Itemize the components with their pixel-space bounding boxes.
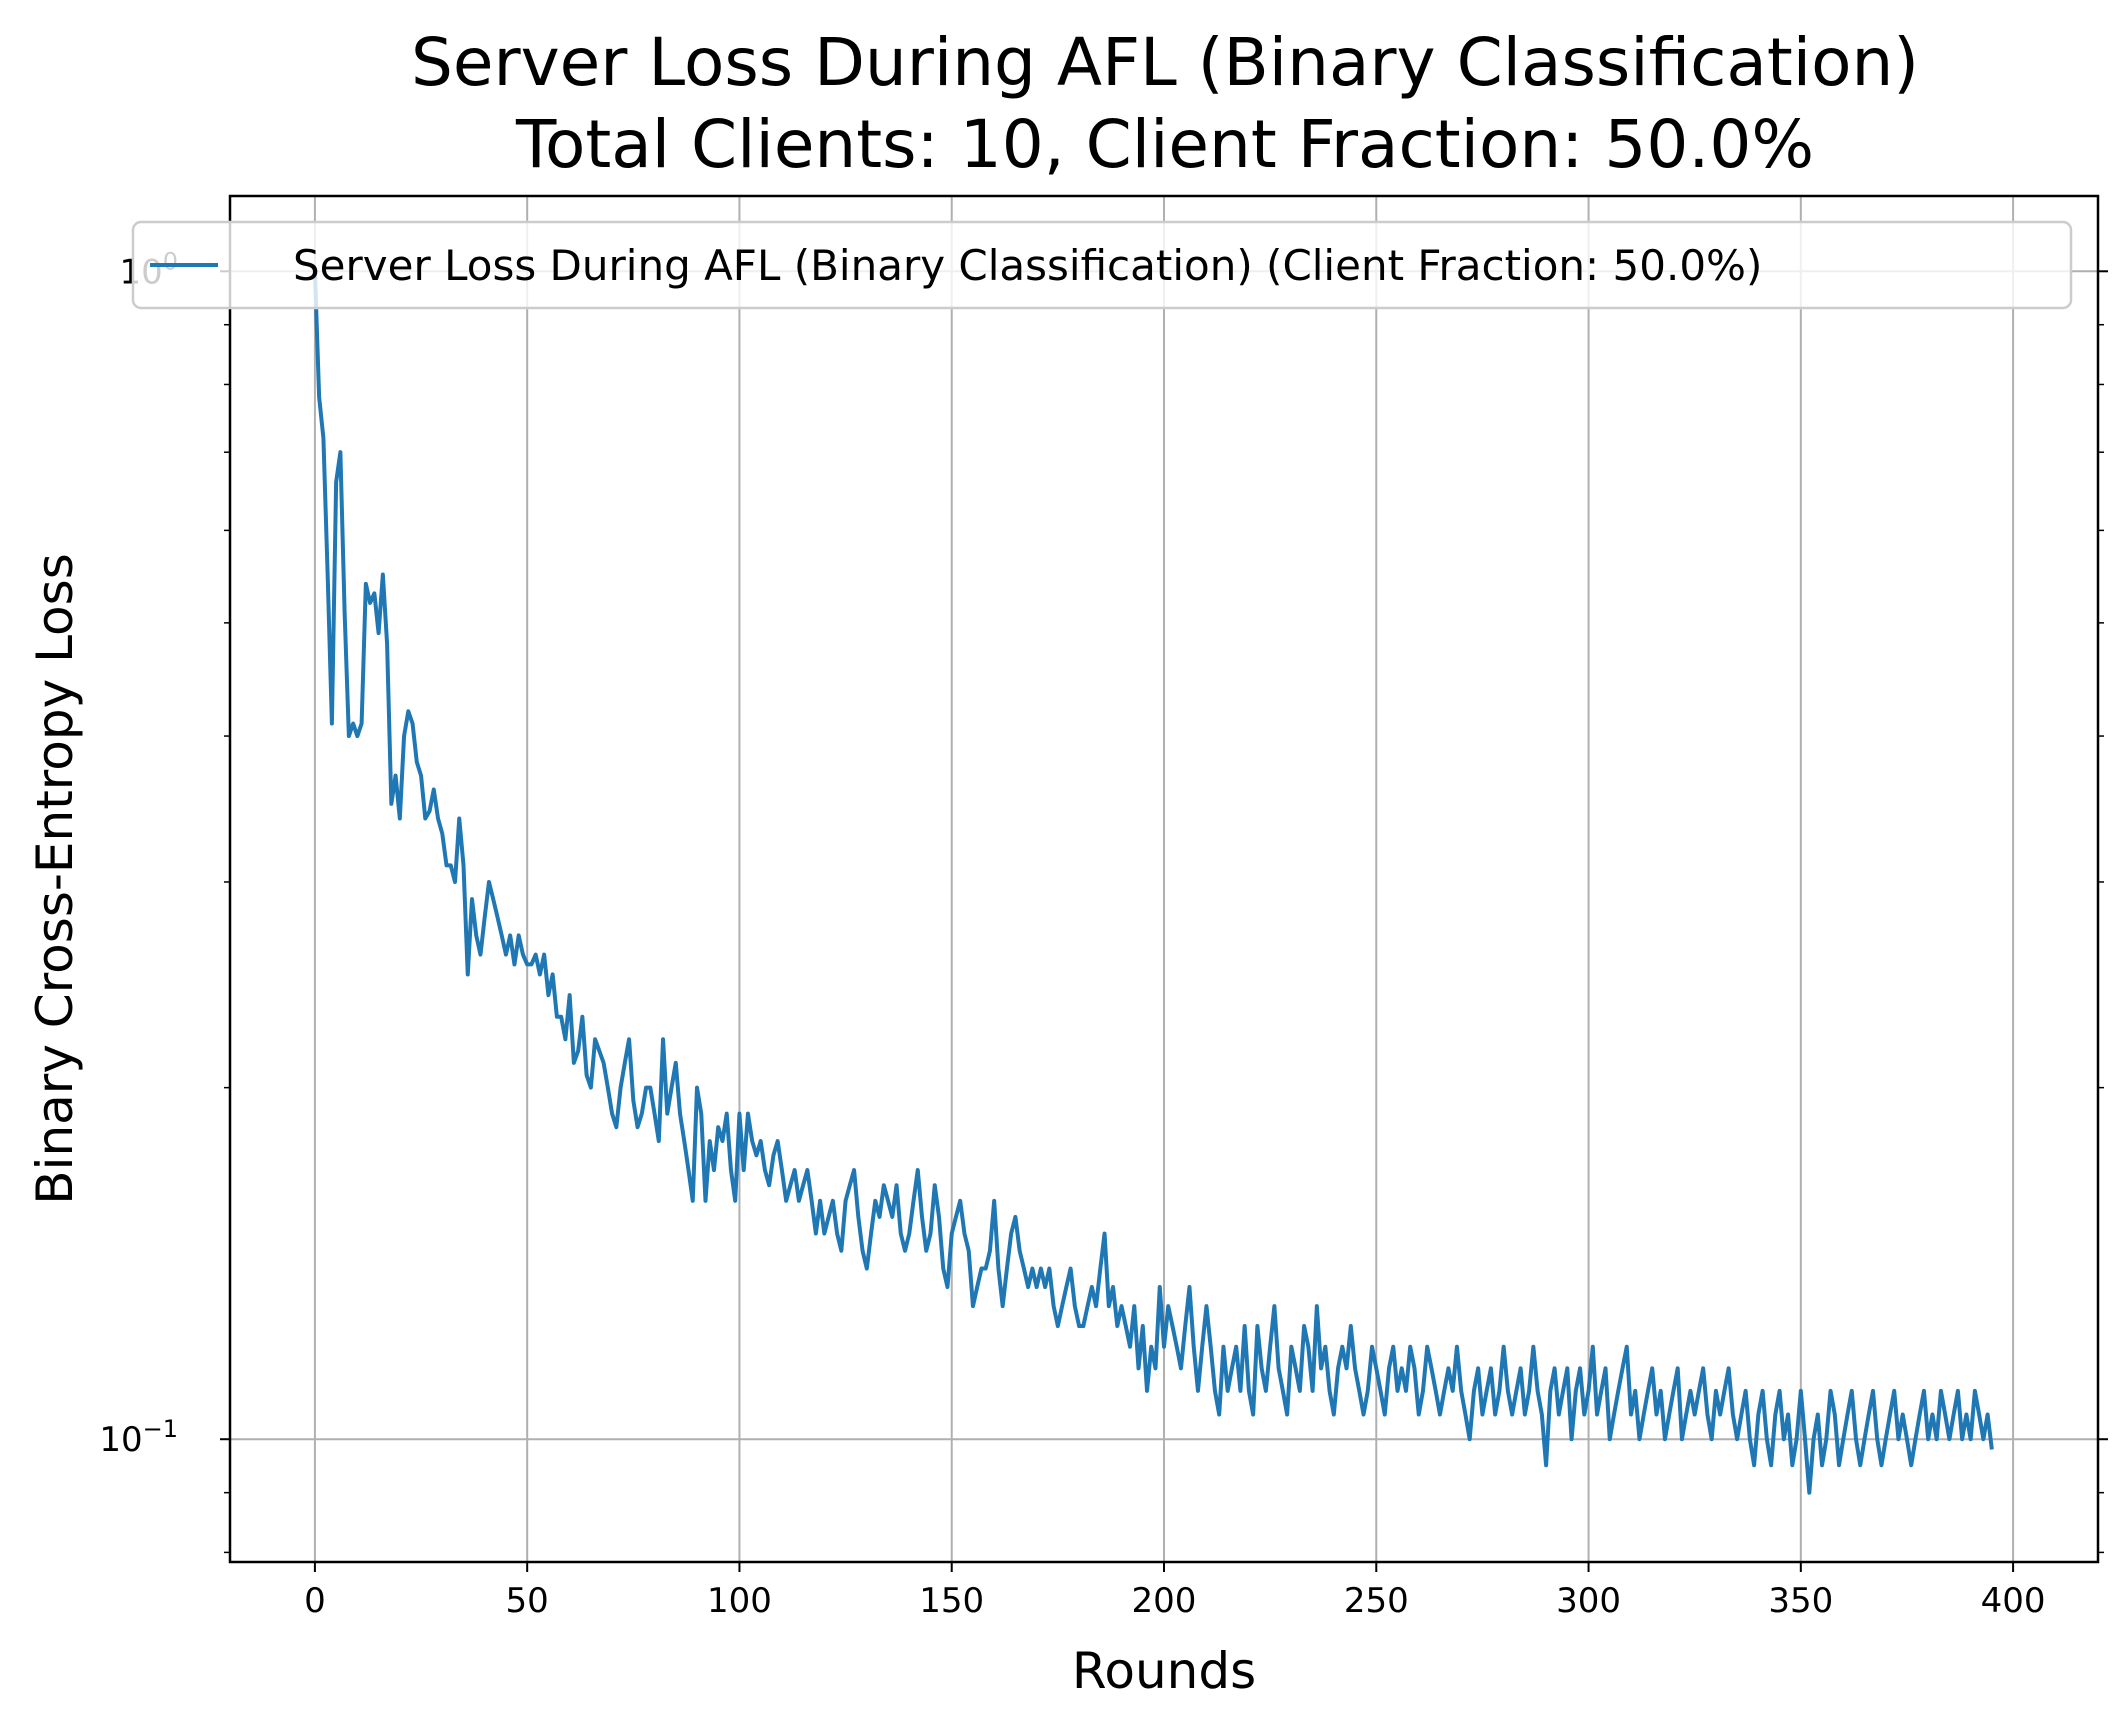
x-tick-label: 200 [1132,1581,1197,1621]
legend: Server Loss During AFL (Binary Classific… [131,220,2073,310]
x-axis-label: Rounds [1072,1642,1256,1700]
chart-title-line2: Total Clients: 10, Client Fraction: 50.0… [515,106,1814,183]
x-tick-label: 100 [707,1581,772,1621]
y-tick-label: 10−1 [99,1415,178,1460]
x-gridlines [313,196,2015,1562]
x-tick-label: 350 [1768,1581,1833,1621]
x-tick-label: 150 [919,1581,984,1621]
x-tick-label: 50 [506,1581,549,1621]
y-axis-ticks: 10−1100 [99,247,2108,1554]
chart-title-line1: Server Loss During AFL (Binary Classific… [411,24,1919,101]
y-axis-label: Binary Cross-Entropy Loss [26,553,84,1205]
x-tick-label: 0 [304,1581,326,1621]
series-line [312,271,1994,1495]
x-tick-label: 250 [1344,1581,1409,1621]
x-axis-ticks: 0 50 100 150 200 250 300 350 400 [304,1562,2046,1621]
x-tick-label: 400 [1981,1581,2046,1621]
legend-box [131,220,2073,310]
series-layer [312,271,1994,1495]
x-tick-label: 300 [1556,1581,1621,1621]
legend-label: Server Loss During AFL (Binary Classific… [293,241,1762,290]
